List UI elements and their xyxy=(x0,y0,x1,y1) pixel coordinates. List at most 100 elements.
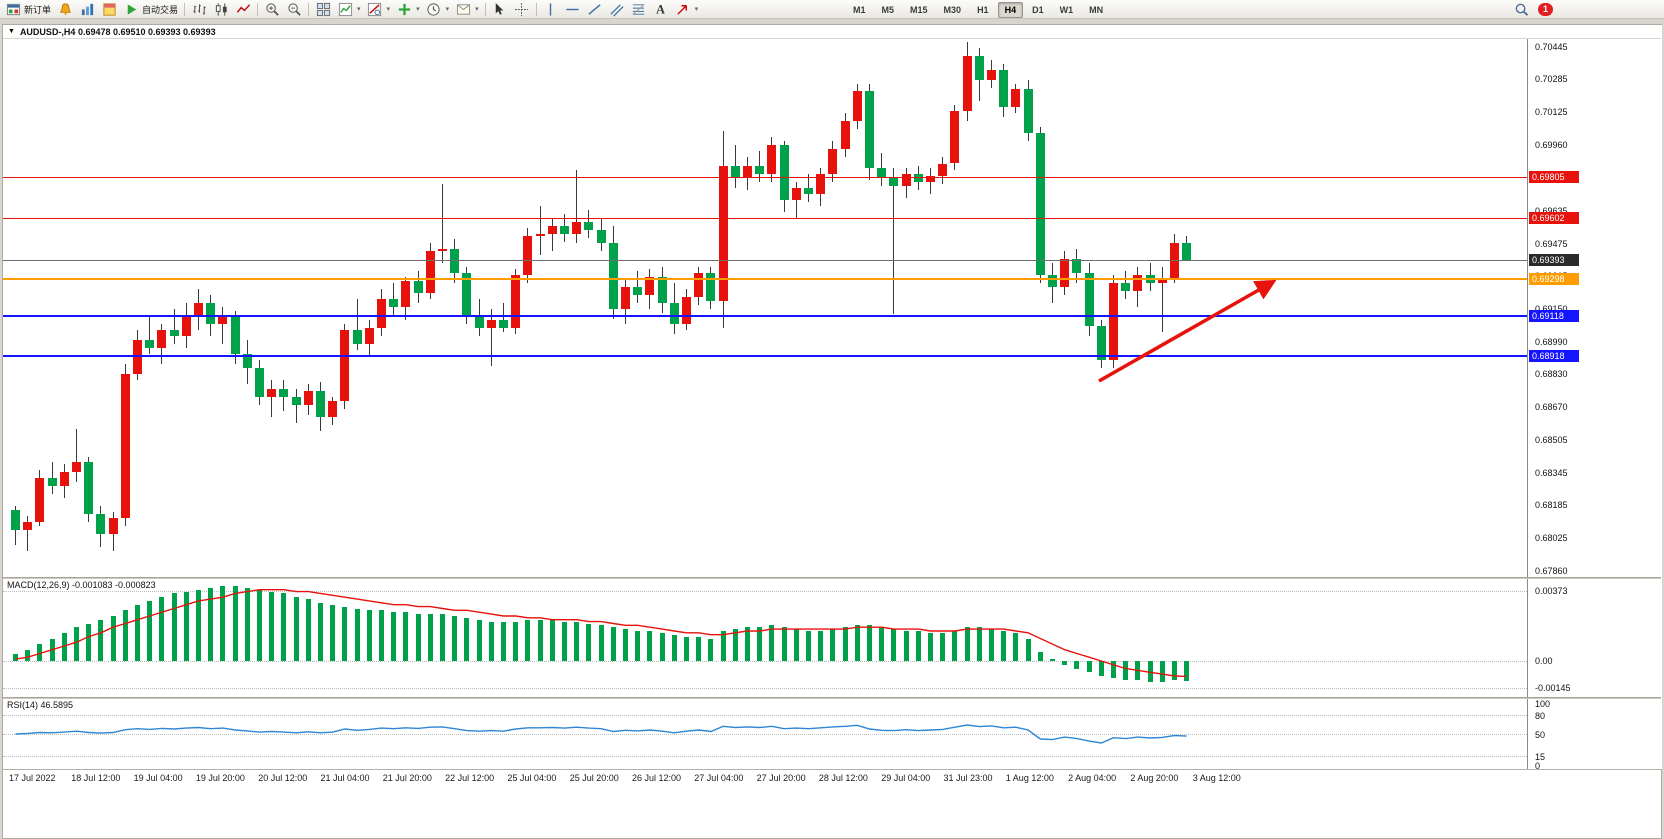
arrows-button[interactable]: ▾ xyxy=(672,1,702,18)
macd-grid-line xyxy=(3,661,1527,662)
trendline-button[interactable] xyxy=(584,1,606,18)
resistance-line-2[interactable] xyxy=(3,217,1527,219)
macd-histogram-bar xyxy=(854,625,860,661)
auto-trading-button[interactable]: 自动交易 xyxy=(120,1,181,18)
fibonacci-button[interactable] xyxy=(628,1,650,18)
candle-body xyxy=(816,173,826,194)
data-window-button[interactable] xyxy=(98,1,120,18)
alarm-button[interactable] xyxy=(54,1,76,18)
macd-histogram-bar xyxy=(110,616,116,661)
macd-histogram-bar xyxy=(318,602,323,661)
vertical-line-button[interactable] xyxy=(540,1,562,18)
time-axis-label: 27 Jul 20:00 xyxy=(756,773,806,783)
timeframe-button-h4[interactable]: H4 xyxy=(997,2,1024,18)
macd-header: MACD(12,26,9) -0.001083 -0.000823 xyxy=(7,580,156,590)
line-chart-button[interactable] xyxy=(232,1,254,18)
macd-histogram-bar xyxy=(61,632,67,661)
timeframe-button-m1[interactable]: M1 xyxy=(853,5,866,15)
panel-splitter[interactable] xyxy=(3,697,1661,699)
time-axis-label: 29 Jul 04:00 xyxy=(881,773,931,783)
candle-body xyxy=(901,173,911,186)
candle-body xyxy=(328,400,338,417)
macd-histogram-bar xyxy=(647,631,653,661)
candle-body xyxy=(1109,283,1118,361)
tile-windows-button[interactable] xyxy=(312,1,334,18)
horizontal-line-button[interactable] xyxy=(562,1,584,18)
candle-body xyxy=(572,222,582,235)
timeframe-button-d1[interactable]: D1 xyxy=(1032,5,1044,15)
candle-body xyxy=(23,522,33,531)
rsi-axis-label: 100 xyxy=(1535,699,1551,709)
support-line-2[interactable] xyxy=(3,355,1527,358)
dropdown-caret-icon: ▾ xyxy=(357,5,361,13)
rsi-panel[interactable]: RSI(14) 46.5895 xyxy=(3,699,1527,769)
candlestick-button[interactable] xyxy=(210,1,232,18)
chart-menu-caret-icon[interactable]: ▼ xyxy=(8,28,15,35)
search-button[interactable] xyxy=(1510,1,1532,18)
timeframe-button-mn[interactable]: MN xyxy=(1089,5,1104,15)
macd-histogram-bar xyxy=(1050,659,1055,661)
macd-histogram-bar xyxy=(244,587,250,661)
support-line-1[interactable] xyxy=(3,314,1527,317)
timeframe-button-m5[interactable]: M5 xyxy=(881,5,895,15)
candle-body xyxy=(242,354,252,369)
candle-wick xyxy=(893,167,895,314)
candle-body xyxy=(401,281,411,308)
timeframe-button-h1[interactable]: H1 xyxy=(977,5,989,15)
notification-badge[interactable]: 1 xyxy=(1538,3,1554,16)
panel-splitter[interactable] xyxy=(3,577,1661,579)
objects-list-button[interactable]: ▾ xyxy=(364,1,394,18)
macd-histogram-bar xyxy=(147,600,153,661)
candle-body xyxy=(511,275,521,328)
price-axis[interactable]: 0.704450.702850.701250.699600.698000.696… xyxy=(1527,25,1662,771)
macd-panel[interactable]: MACD(12,26,9) -0.001083 -0.000823 xyxy=(3,579,1527,697)
new-order-button[interactable]: 新订单 xyxy=(2,1,54,18)
resistance-line-1[interactable] xyxy=(3,176,1527,178)
bar-chart-button[interactable] xyxy=(188,1,210,18)
candle-wick xyxy=(393,283,395,316)
time-axis-label: 21 Jul 20:00 xyxy=(382,773,432,783)
current-price-line-badge: 0.69393 xyxy=(1529,254,1579,267)
macd-axis-label: -0.00145 xyxy=(1535,683,1571,694)
text-button[interactable]: A xyxy=(650,1,672,18)
channel-button[interactable] xyxy=(606,1,628,18)
macd-histogram-bar xyxy=(1184,661,1190,682)
candle-wick xyxy=(295,388,297,423)
candle-body xyxy=(157,329,167,348)
price-axis-label: 0.69635 xyxy=(1535,206,1568,216)
candle-wick xyxy=(149,315,151,354)
candle-body xyxy=(1182,242,1192,261)
timeframe-button-m30[interactable]: M30 xyxy=(943,5,962,15)
candle-wick xyxy=(27,516,29,551)
price-axis-label: 0.68025 xyxy=(1535,532,1568,543)
pivot-line-orange[interactable] xyxy=(3,278,1527,281)
candle-body xyxy=(35,477,45,523)
macd-histogram-bar xyxy=(403,612,409,661)
candle-body xyxy=(608,242,618,310)
cursor-button[interactable] xyxy=(489,1,511,18)
add-indicator-button[interactable]: ▾ xyxy=(393,1,423,18)
templates-button[interactable]: ▾ xyxy=(452,1,482,18)
crosshair-button[interactable] xyxy=(511,1,533,18)
resistance-line-2-badge: 0.69602 xyxy=(1529,211,1579,224)
rsi-level-line xyxy=(3,755,1527,757)
candle-body xyxy=(377,299,386,328)
grid-icon xyxy=(315,1,331,17)
candle-body xyxy=(499,319,508,328)
main-chart-plot[interactable] xyxy=(3,39,1527,577)
plus-icon xyxy=(396,1,412,17)
indicators-button[interactable]: ▾ xyxy=(334,1,364,18)
timeframe-button-m15[interactable]: M15 xyxy=(910,5,928,15)
price-axis-label: 0.68830 xyxy=(1535,369,1568,380)
macd-histogram-bar xyxy=(610,627,616,661)
market-watch-button[interactable] xyxy=(76,1,98,18)
current-price-line[interactable] xyxy=(3,260,1527,262)
zoom-out-button[interactable] xyxy=(283,1,305,18)
timeframe-button-w1[interactable]: W1 xyxy=(1059,5,1074,15)
periods-button[interactable]: ▾ xyxy=(423,1,453,18)
macd-histogram-bar xyxy=(1172,661,1177,680)
candle-body xyxy=(779,145,789,200)
macd-histogram-bar xyxy=(330,604,336,661)
zoom-in-button[interactable] xyxy=(261,1,283,18)
time-axis[interactable]: 17 Jul 2022 18 Jul 12:00 19 Jul 04:00 19 Ju… xyxy=(3,769,1661,789)
